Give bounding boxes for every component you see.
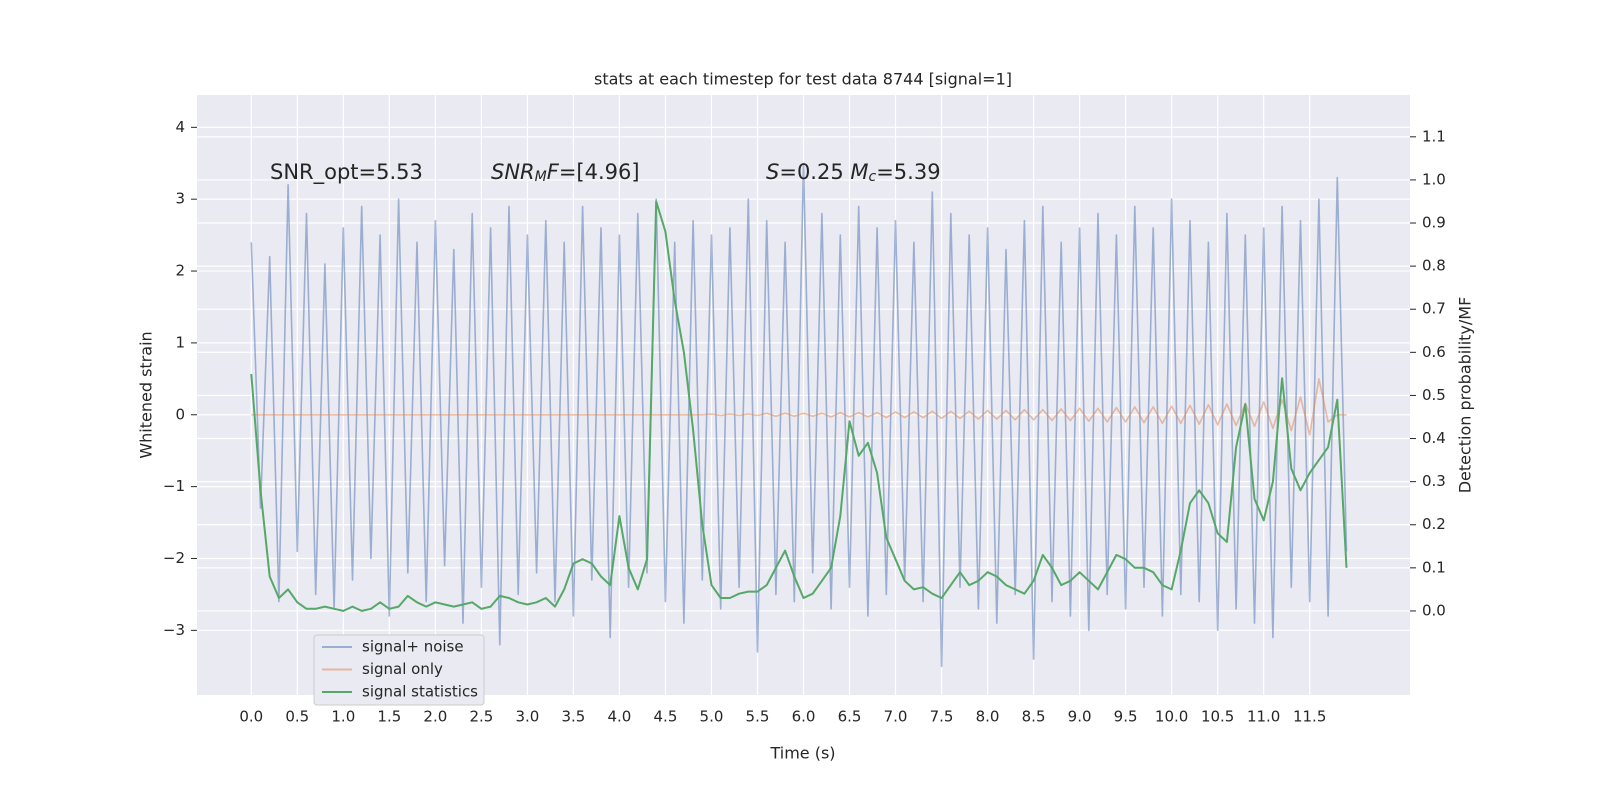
x-tick-label: 1.5: [377, 708, 401, 726]
series-line: [251, 378, 1347, 436]
annotation: SNR_opt=5.53: [270, 160, 423, 185]
y2-tick-label: 0.9: [1422, 214, 1446, 232]
x-tick-label: 3.0: [515, 708, 539, 726]
annotation-part: F: [547, 160, 560, 184]
legend-label: signal only: [362, 660, 443, 678]
x-tick-label: 8.5: [1022, 708, 1046, 726]
annotation-part: =5.39: [876, 160, 940, 184]
series-line: [250, 162, 1348, 668]
annotation: S=0.25 Mc=5.39: [766, 160, 941, 185]
annotation-part: SNR: [491, 160, 535, 184]
x-tick-label: 5.0: [700, 708, 724, 726]
y2-tick-label: 1.1: [1422, 127, 1446, 145]
x-tick-label: 5.5: [746, 708, 770, 726]
x-tick-label: 4.5: [654, 708, 678, 726]
y-tick-label: 1: [175, 333, 185, 351]
y-tick-label: 3: [175, 190, 185, 208]
y-tick-label: 2: [175, 262, 185, 280]
annotation-part: c: [869, 169, 877, 185]
annotation-part: M: [535, 169, 547, 185]
x-tick-label: 1.0: [331, 708, 355, 726]
x-tick-label: 2.5: [469, 708, 493, 726]
x-tick-label: 7.5: [930, 708, 954, 726]
y-tick-label: −3: [163, 621, 185, 639]
y-tick-label: 0: [175, 405, 185, 423]
y2-tick-label: 0.3: [1422, 472, 1446, 490]
annotation-part: SNR_opt=5.53: [270, 160, 423, 185]
y2-tick-label: 0.6: [1422, 343, 1446, 361]
y2-tick-label: 0.5: [1422, 386, 1446, 404]
annotation-part: =[4.96]: [559, 160, 640, 184]
y-tick-label: 4: [175, 118, 185, 136]
x-tick-label: 0.0: [239, 708, 263, 726]
x-tick-label: 10.5: [1201, 708, 1234, 726]
x-tick-label: 4.0: [608, 708, 632, 726]
series-line: [250, 200, 1348, 612]
annotation-part: =0.25: [779, 160, 850, 184]
y-axis-label: Whitened strain: [137, 331, 156, 458]
x-tick-label: 11.5: [1293, 708, 1326, 726]
y-tick-label: −2: [163, 549, 185, 567]
x-tick-label: 0.5: [285, 708, 309, 726]
y2-tick-label: 0.7: [1422, 300, 1446, 318]
x-tick-label: 2.0: [423, 708, 447, 726]
y2-tick-label: 1.0: [1422, 170, 1446, 188]
x-tick-label: 7.0: [884, 708, 908, 726]
x-tick-label: 11.0: [1247, 708, 1280, 726]
x-tick-label: 8.0: [976, 708, 1000, 726]
x-tick-label: 9.0: [1068, 708, 1092, 726]
y2-axis-label: Detection probability/MF: [1456, 297, 1475, 494]
y2-tick-label: 0.2: [1422, 515, 1446, 533]
y2-tick-label: 0.0: [1422, 601, 1446, 619]
y2-tick-label: 0.8: [1422, 257, 1446, 275]
y-tick-label: −1: [163, 477, 185, 495]
y2-tick-label: 0.1: [1422, 558, 1446, 576]
x-tick-label: 3.5: [561, 708, 585, 726]
chart-title: stats at each timestep for test data 874…: [594, 70, 1012, 89]
x-tick-label: 10.0: [1155, 708, 1188, 726]
legend-label: signal statistics: [362, 683, 478, 701]
x-axis-label: Time (s): [769, 744, 835, 763]
annotation-part: M: [850, 160, 868, 184]
annotation-part: S: [766, 160, 779, 184]
legend-box: [313, 634, 485, 706]
x-tick-label: 6.0: [792, 708, 816, 726]
legend-label: signal+ noise: [362, 638, 464, 656]
annotation: SNRMF=[4.96]: [491, 160, 640, 185]
x-tick-label: 6.5: [838, 708, 862, 726]
x-tick-label: 9.5: [1114, 708, 1138, 726]
y2-tick-label: 0.4: [1422, 429, 1446, 447]
